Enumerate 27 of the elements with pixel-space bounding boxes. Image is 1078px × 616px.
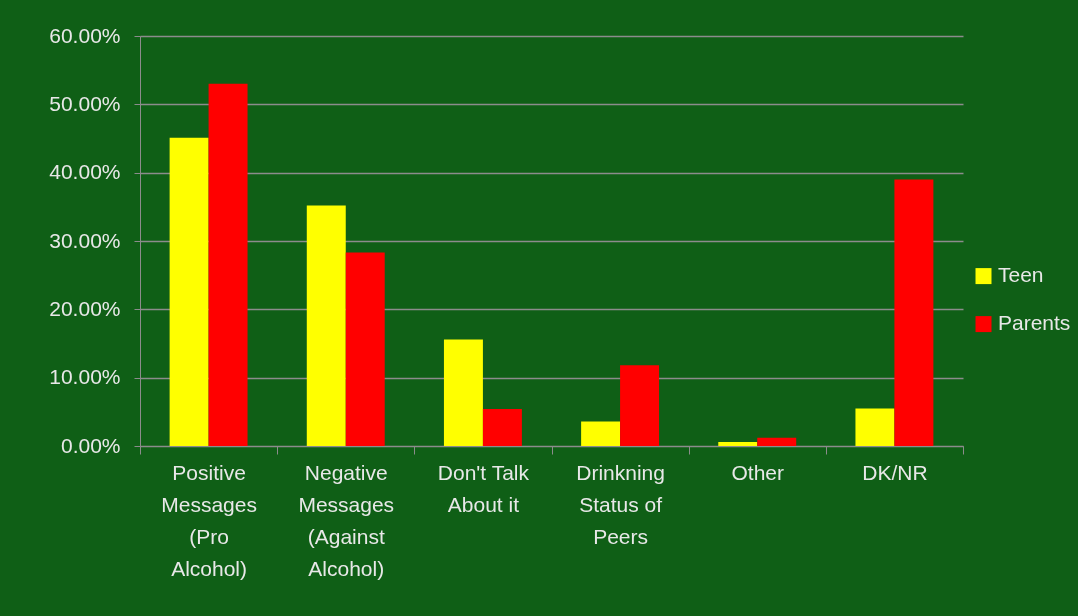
x-tick-label: Drinkning Status of Peers (576, 460, 665, 548)
bar (581, 421, 621, 446)
x-tick-label: Don't Talk About it (437, 460, 530, 516)
x-tick-label: DK/NR (862, 460, 928, 484)
bar (345, 252, 385, 446)
y-tick-label: 40.00% (49, 160, 121, 184)
bar (620, 365, 660, 446)
x-tick-label: Negative Messages (Against Alcohol) (298, 460, 395, 580)
bar (855, 408, 895, 446)
x-tick-label: Positive Messages (Pro Alcohol) (161, 460, 257, 580)
legend-label: Teen (998, 263, 1044, 287)
y-tick-label: 30.00% (49, 228, 121, 252)
bar (306, 205, 346, 446)
bar (443, 339, 483, 446)
bar (169, 137, 209, 446)
bar (894, 179, 934, 446)
y-tick-label: 60.00% (49, 23, 121, 47)
x-tick-label: Other (731, 460, 785, 484)
bar (482, 409, 522, 446)
y-tick-label: 10.00% (49, 365, 121, 389)
bar (757, 437, 797, 446)
bar (208, 83, 248, 446)
legend-label: Parents (998, 311, 1071, 335)
bar (718, 441, 758, 446)
y-tick-label: 0.00% (60, 433, 121, 457)
y-tick-label: 50.00% (49, 91, 121, 115)
y-tick-label: 20.00% (49, 296, 121, 320)
